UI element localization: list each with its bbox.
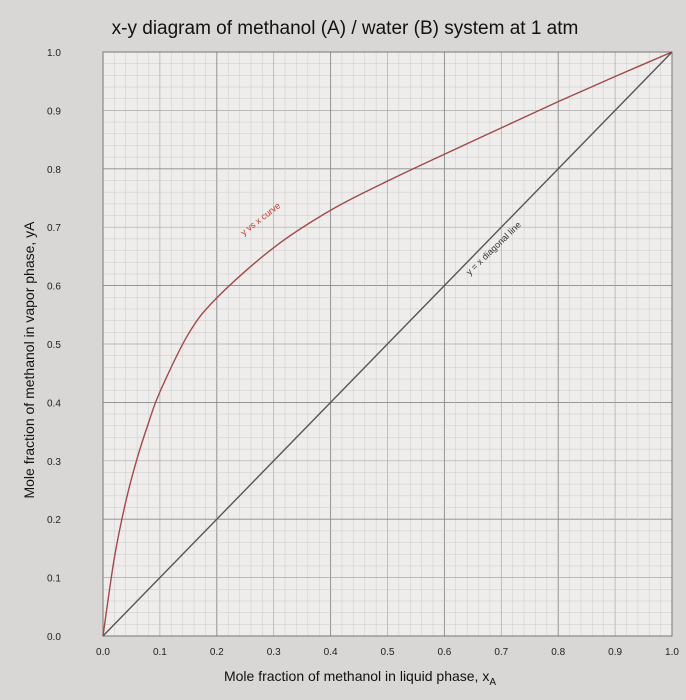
y-tick-label: 0.8 (47, 165, 61, 176)
y-tick-label: 1.0 (47, 48, 61, 59)
x-tick-label: 0.0 (96, 647, 110, 658)
x-tick-label: 0.4 (324, 647, 338, 658)
y-tick-label: 0.7 (47, 223, 61, 234)
x-tick-label: 0.1 (153, 647, 167, 658)
series-group (102, 51, 673, 637)
y-tick-label: 0.5 (47, 340, 61, 351)
x-tick-label: 0.9 (608, 647, 622, 658)
y-tick-label: 0.2 (47, 515, 61, 526)
chart-title: x-y diagram of methanol (A) / water (B) … (112, 18, 579, 39)
x-tick-label: 1.0 (665, 647, 679, 658)
x-tick-label: 0.5 (381, 647, 395, 658)
y-tick-label: 0.6 (47, 282, 61, 293)
y-tick-label: 0.1 (47, 574, 61, 585)
x-tick-label: 0.3 (267, 647, 281, 658)
x-axis-label-text: Mole fraction of methanol in liquid phas… (224, 668, 489, 684)
x-tick-label: 0.2 (210, 647, 224, 658)
x-tick-label: 0.6 (437, 647, 451, 658)
y-tick-label: 0.4 (47, 398, 61, 409)
grid (102, 51, 673, 637)
diagonal-line (102, 51, 673, 637)
y-axis-label: Mole fraction of methanol in vapor phase… (21, 221, 37, 499)
y-tick-label: 0.0 (47, 632, 61, 643)
x-axis-label-subscript: A (489, 677, 496, 688)
x-tick-label: 0.8 (551, 647, 565, 658)
tick-labels: 0.0 0.1 0.2 0.3 0.4 0.5 0.6 0.7 0.8 0.9 1.0 0.0 0.1 0… (47, 48, 679, 658)
plot-border (102, 51, 673, 637)
y-tick-label: 0.9 (47, 106, 61, 117)
equilibrium-curve (102, 51, 673, 637)
x-axis-label: Mole fraction of methanol in liquid phas… (224, 668, 496, 688)
x-tick-label: 0.7 (494, 647, 508, 658)
y-tick-label: 0.3 (47, 457, 61, 468)
